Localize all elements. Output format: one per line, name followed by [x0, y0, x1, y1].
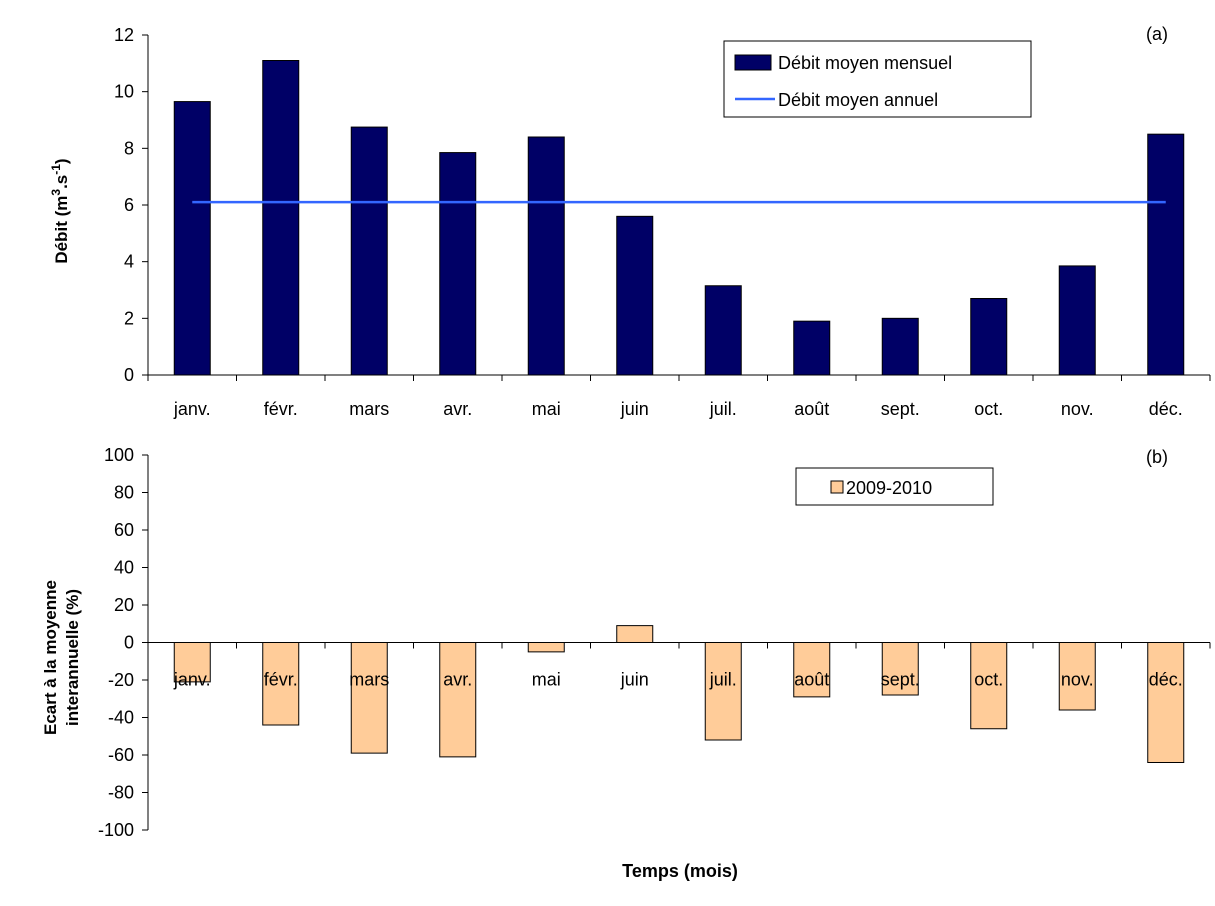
- bar-b-déc.: [1147, 642, 1185, 763]
- x-tick-label-a: nov.: [1061, 399, 1094, 419]
- panel-label-a: (a): [1146, 24, 1168, 44]
- x-tick-label-a: juil.: [709, 399, 737, 419]
- panel-b: -100 -80 -60 -40 -20 0 20 40 60 80 100 janv. févr. ma…: [41, 445, 1211, 881]
- bar-a-juil.: [704, 285, 742, 376]
- x-tick-label-a: févr.: [264, 399, 298, 419]
- bar-a-sept.: [881, 317, 919, 376]
- y-tick-label-a: 2: [124, 308, 134, 328]
- x-tick-label-b: oct.: [974, 670, 1003, 690]
- bar-b-avr.: [439, 642, 477, 758]
- bar-a-oct.: [970, 298, 1008, 376]
- y-tick-label-b: -80: [108, 783, 134, 803]
- y-tick-label-b: 60: [114, 520, 134, 540]
- bar-b-mai: [527, 642, 565, 653]
- x-tick-label-a: mars: [349, 399, 389, 419]
- legend-swatch-bar-b: [830, 480, 844, 494]
- bar-a-juin: [616, 215, 654, 376]
- x-tick-label-a: avr.: [443, 399, 472, 419]
- y-tick-label-b: 20: [114, 595, 134, 615]
- x-tick-label-a: oct.: [974, 399, 1003, 419]
- panel-a: 0 2 4 6 8 10 12 janv. févr. mars avr. mai juin juil. a…: [49, 24, 1211, 419]
- y-axis-label-a: Débit (m3.s-1): [49, 158, 71, 263]
- y-tick-label-a: 8: [124, 138, 134, 158]
- y-tick-label-a: 12: [114, 25, 134, 45]
- legend-swatch-bar-a: [734, 54, 772, 71]
- x-tick-label-b: mars: [349, 670, 389, 690]
- legend-label-line-a: Débit moyen annuel: [778, 90, 938, 110]
- x-tick-label-b: déc.: [1149, 670, 1183, 690]
- bar-b-sept.: [881, 642, 919, 696]
- x-tick-label-b: févr.: [264, 670, 298, 690]
- bar-b-janv.: [173, 642, 211, 683]
- y-tick-label-b: -60: [108, 745, 134, 765]
- y-tick-label-b: 0: [124, 633, 134, 653]
- legend-box-b: [795, 467, 994, 506]
- bar-b-juil.: [704, 642, 742, 741]
- x-tick-label-b: janv.: [173, 670, 211, 690]
- y-tick-label-b: 80: [114, 483, 134, 503]
- x-tick-label-b: sept.: [881, 670, 920, 690]
- y-axis-label-b: Ecart à la moyenne interannuelle (%): [41, 580, 82, 735]
- bar-b-nov.: [1058, 642, 1096, 711]
- bar-b-juin: [616, 625, 654, 643]
- bar-a-janv.: [173, 101, 211, 376]
- x-tick-label-a: juin: [620, 399, 649, 419]
- x-tick-label-b: mai: [532, 670, 561, 690]
- x-tick-label-a: janv.: [173, 399, 211, 419]
- y-tick-label-a: 4: [124, 252, 134, 272]
- x-tick-label-a: mai: [532, 399, 561, 419]
- legend-label-bar-a: Débit moyen mensuel: [778, 53, 952, 73]
- bar-a-avr.: [439, 152, 477, 376]
- bar-a-mai: [527, 136, 565, 376]
- y-tick-label-b: -20: [108, 670, 134, 690]
- bar-a-févr.: [262, 60, 300, 376]
- panel-label-b: (b): [1146, 447, 1168, 467]
- x-tick-label-b: août: [794, 670, 829, 690]
- bar-b-oct.: [970, 642, 1008, 730]
- x-axis-label-b: Temps (mois): [622, 861, 738, 881]
- y-tick-label-a: 0: [124, 365, 134, 385]
- x-tick-label-b: avr.: [443, 670, 472, 690]
- y-tick-label-b: 40: [114, 558, 134, 578]
- y-tick-label-b: -100: [98, 820, 134, 840]
- x-tick-label-a: sept.: [881, 399, 920, 419]
- legend-label-bar-b: 2009-2010: [846, 478, 932, 498]
- y-tick-label-a: 10: [114, 82, 134, 102]
- bar-b-mars: [350, 642, 388, 754]
- x-tick-label-a: août: [794, 399, 829, 419]
- bar-b-févr.: [262, 642, 300, 726]
- x-tick-label-a: déc.: [1149, 399, 1183, 419]
- x-tick-label-b: juin: [620, 670, 649, 690]
- y-tick-label-b: -40: [108, 708, 134, 728]
- bar-a-mars: [350, 126, 388, 376]
- x-tick-label-b: nov.: [1061, 670, 1094, 690]
- legend-box-a: [723, 40, 1032, 118]
- y-tick-label-a: 6: [124, 195, 134, 215]
- y-tick-label-b: 100: [104, 445, 134, 465]
- bar-b-août: [793, 642, 831, 698]
- bar-a-déc.: [1147, 133, 1185, 376]
- x-tick-label-b: juil.: [709, 670, 737, 690]
- bar-a-août: [793, 320, 831, 376]
- bar-a-nov.: [1058, 265, 1096, 376]
